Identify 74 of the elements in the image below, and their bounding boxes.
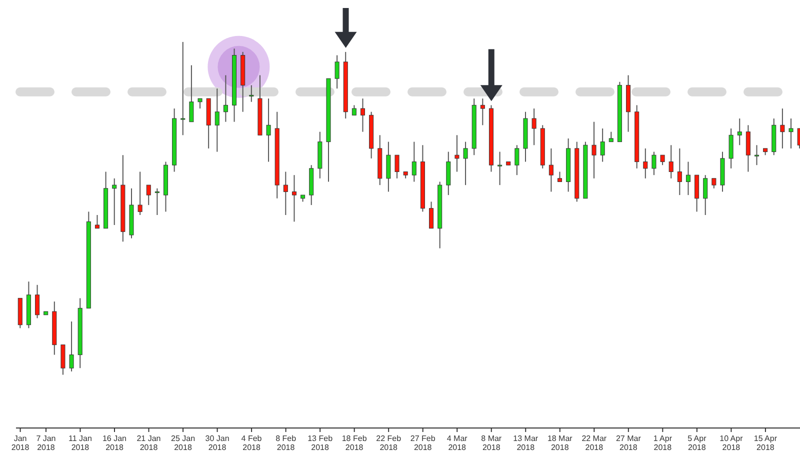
candlestick: [668, 144, 674, 179]
candlestick: [600, 128, 605, 162]
candlestick: [223, 74, 228, 122]
x-tick-label: 18 Mar 2018: [547, 434, 573, 452]
candlestick: [514, 144, 520, 176]
candlestick: [746, 124, 750, 172]
x-tick-label: 13 Feb 2018: [308, 434, 334, 452]
candlestick: [386, 141, 391, 192]
candlestick: [712, 178, 716, 189]
candlestick: [652, 151, 656, 176]
candlestick: [454, 134, 460, 172]
candlestick: [69, 321, 74, 372]
candlestick: [548, 148, 554, 192]
x-tick-label: 5 Apr 2018: [688, 434, 707, 452]
candlestick: [446, 151, 451, 196]
candlestick: [780, 108, 785, 149]
candlestick: [694, 174, 700, 212]
x-tick-label: 18 Feb 2018: [342, 434, 368, 452]
candlestick: [737, 118, 742, 146]
candlestick: [292, 174, 296, 222]
candlestick: [592, 121, 596, 179]
candlestick: [138, 171, 142, 216]
x-tick-label: 16 Jan 2018: [102, 434, 127, 452]
candlestick: [498, 151, 502, 186]
candlestick: [429, 201, 434, 229]
x-tick-label: 21 Jan 2018: [136, 434, 161, 452]
candlestick: [266, 98, 271, 162]
x-tick-label: 15 Apr 2018: [754, 434, 778, 452]
x-tick-label: 25 Jan 2018: [171, 434, 196, 452]
candlestick: [283, 171, 288, 216]
x-tick-label: 1 Apr 2018: [653, 434, 672, 452]
x-tick-label: 22 Feb 2018: [376, 434, 402, 452]
candlestick: [463, 141, 468, 186]
candlestick: [189, 64, 194, 122]
candlestick: [154, 188, 160, 216]
candlestick: [532, 108, 536, 146]
candlestick: [558, 171, 562, 182]
candlestick: [788, 118, 794, 149]
x-tick-label: 27 Mar 2018: [616, 434, 642, 452]
candlestick: [352, 104, 356, 116]
x-tick-label: 4 Feb 2018: [241, 434, 262, 452]
candlestick: [480, 98, 485, 126]
x-tick-label: 7 Jan 2018: [36, 434, 56, 452]
candlestick: [334, 54, 340, 90]
x-tick-label: 8 Mar 2018: [481, 434, 502, 452]
candlestick: [703, 174, 708, 216]
candlestick: [677, 148, 682, 196]
candlestick: [754, 144, 759, 166]
candlestick: [112, 178, 117, 226]
x-tick-label: 30 Jan 2018: [205, 434, 230, 452]
candlestick: [60, 344, 66, 376]
x-tick-label: 8 Feb 2018: [276, 434, 297, 452]
x-tick-label: 22 Mar 2018: [582, 434, 607, 452]
x-tick-label: 11 Jan 2018: [68, 434, 92, 452]
x-tick-label: 13 Mar 2018: [513, 434, 538, 452]
candlestick: [94, 214, 100, 229]
candlestick: [412, 141, 416, 182]
x-tick-label: 10 Apr 2018: [720, 434, 744, 452]
candlestick: [728, 128, 734, 169]
candlestick: [214, 88, 220, 152]
candlestick: [180, 41, 186, 136]
candlestick: [198, 98, 202, 110]
candlestick: [643, 148, 648, 179]
candlestick: [394, 154, 400, 179]
candlestick: [686, 161, 690, 196]
candlestick: [608, 131, 614, 142]
candlestick: [249, 84, 254, 102]
candlestick: [146, 184, 151, 206]
candlestick: [660, 154, 665, 166]
x-tick-label: Jan 2018: [11, 434, 30, 452]
candlestick: [35, 284, 40, 319]
x-tick-label: 4 Mar 2018: [446, 434, 468, 452]
candlestick: [360, 98, 365, 132]
x-tick-label: 27 Feb 2018: [410, 434, 436, 452]
